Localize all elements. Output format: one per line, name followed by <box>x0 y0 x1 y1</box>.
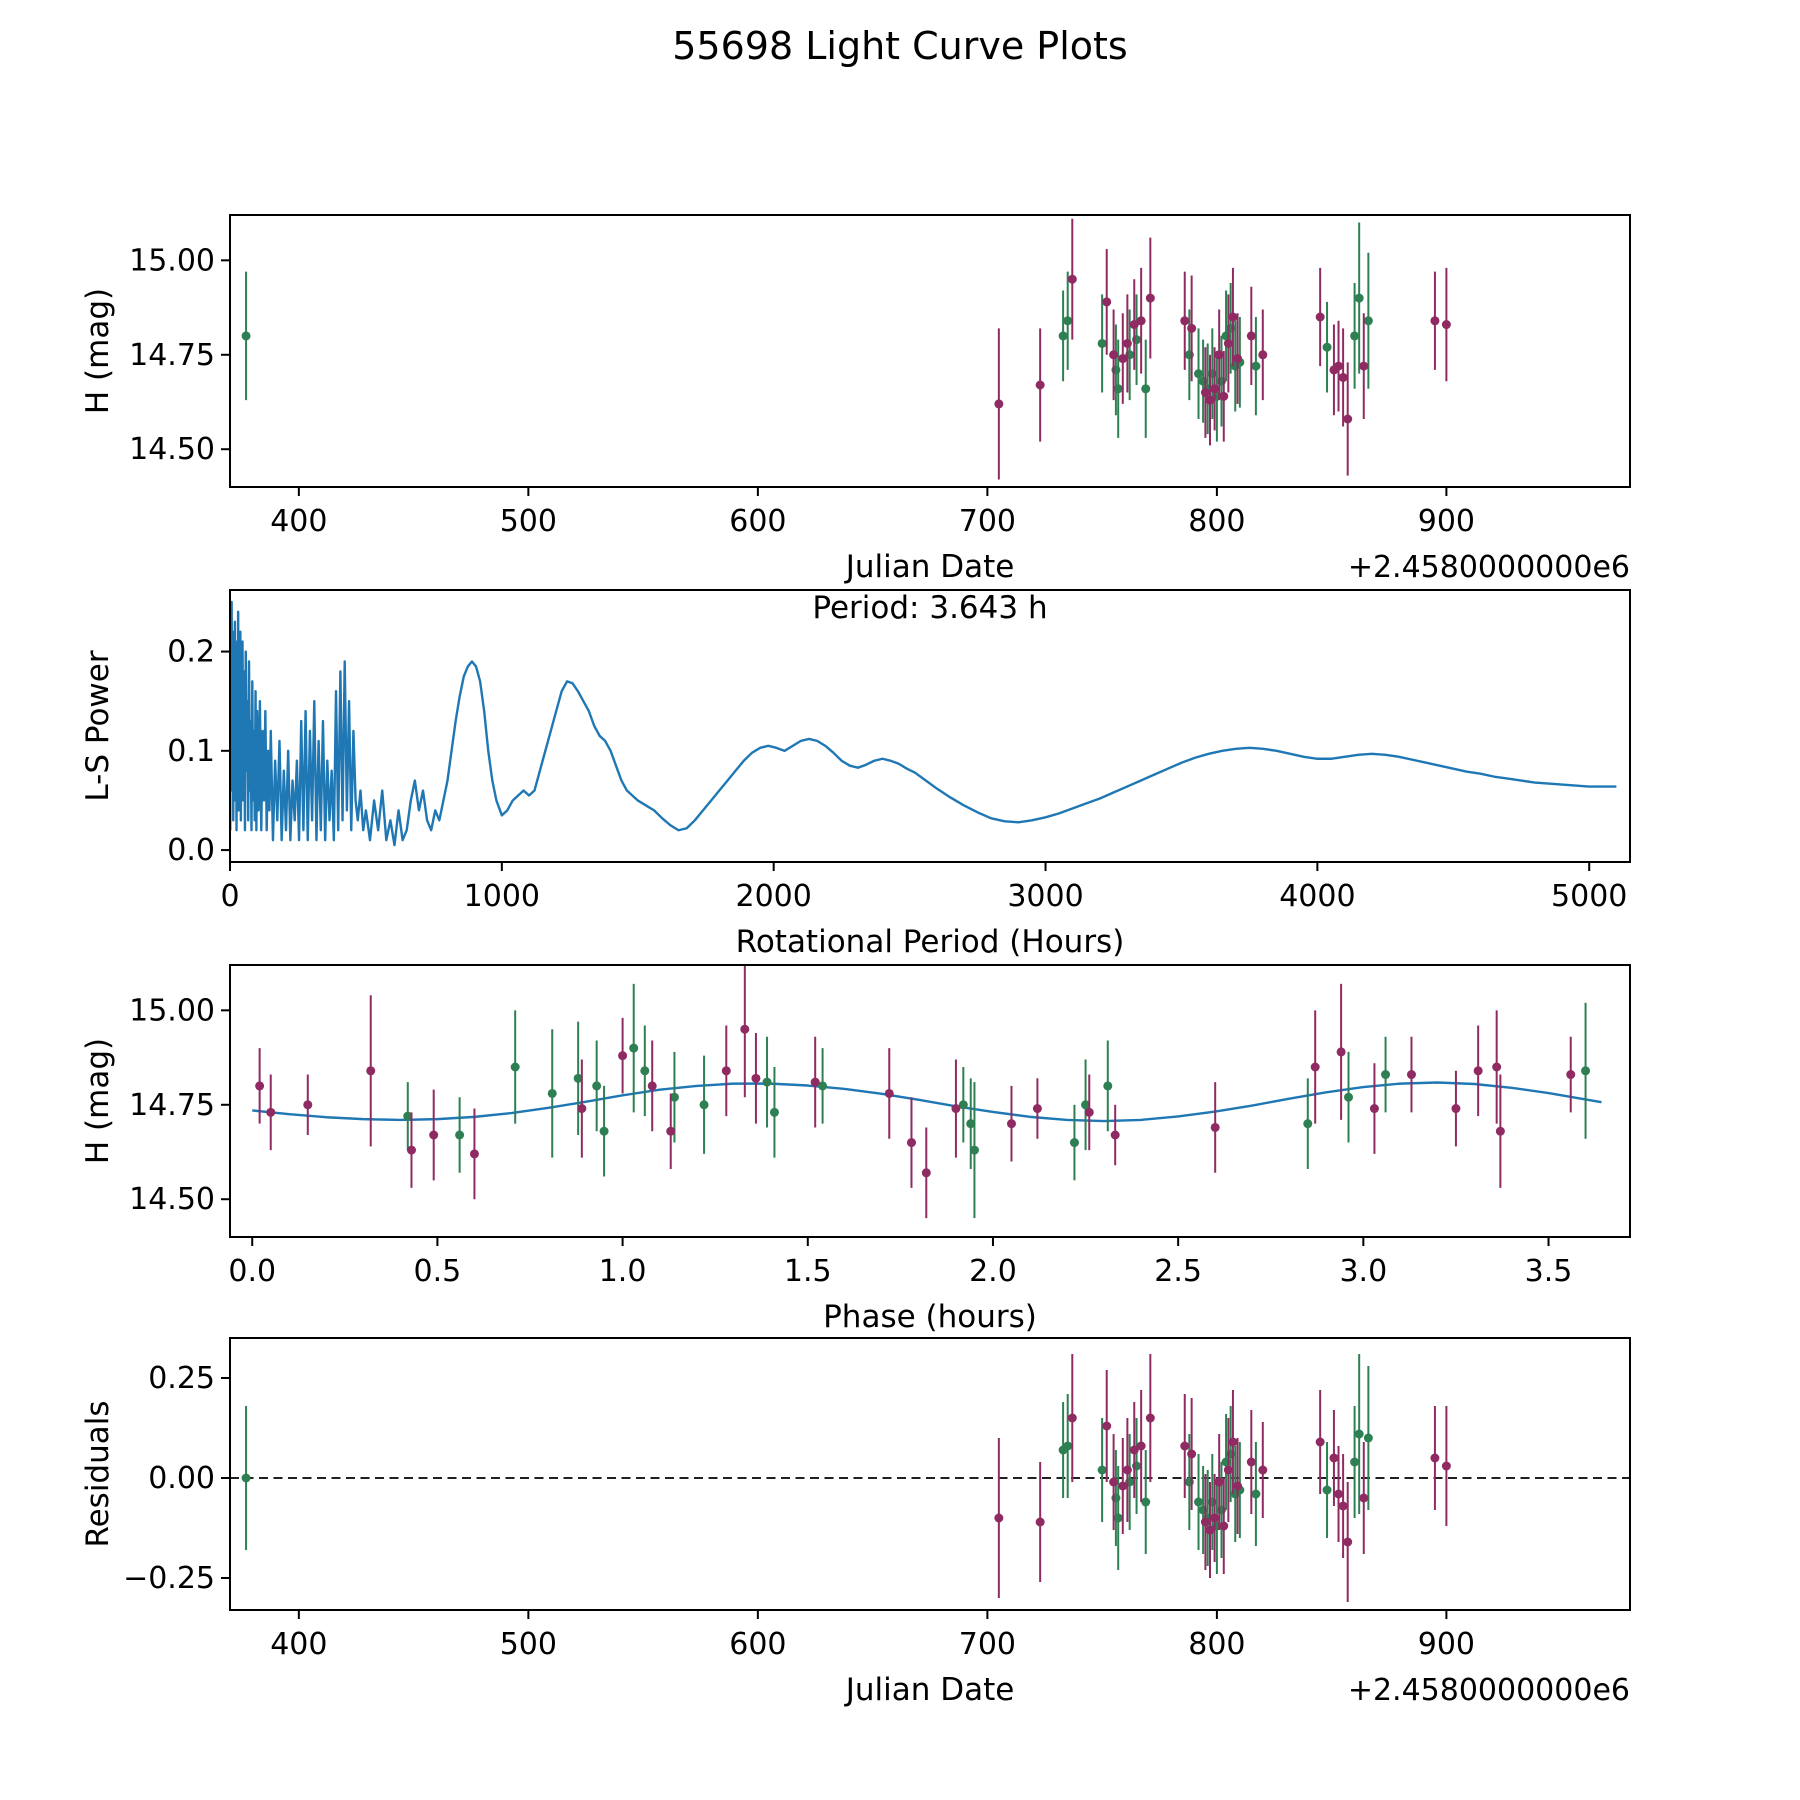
x-tick-label: 3000 <box>1007 879 1083 914</box>
y-tick-label: 14.75 <box>129 1088 215 1123</box>
y-axis-label: H (mag) <box>80 1038 116 1164</box>
x-offset-text: +2.4580000000e6 <box>1348 550 1630 585</box>
x-axis-label: Rotational Period (Hours) <box>736 924 1125 960</box>
y-tick-label: 15.00 <box>129 993 215 1028</box>
fit-curve <box>252 1081 1602 1123</box>
band-purple-series <box>994 218 1451 480</box>
y-tick-label: −0.25 <box>123 1561 215 1596</box>
x-tick-label: 500 <box>500 504 557 539</box>
y-axis-label: H (mag) <box>80 288 116 414</box>
x-tick-label: 900 <box>1418 504 1475 539</box>
y-tick-label: 0.2 <box>167 635 215 670</box>
x-tick-label: 600 <box>729 1627 786 1662</box>
x-axis-label: Julian Date <box>844 1672 1015 1708</box>
y-tick-label: 0.0 <box>167 833 215 868</box>
x-tick-label: 700 <box>959 1627 1016 1662</box>
band-green-series <box>241 222 1373 442</box>
x-axis-label: Julian Date <box>844 549 1015 585</box>
x-tick-label: 700 <box>959 504 1016 539</box>
x-tick-label: 400 <box>270 1627 327 1662</box>
x-tick-label: 500 <box>500 1627 557 1662</box>
x-tick-label: 2.5 <box>1154 1254 1202 1289</box>
y-tick-label: 0.1 <box>167 734 215 769</box>
periodogram-curve <box>230 600 1617 847</box>
x-tick-label: 5000 <box>1551 879 1627 914</box>
x-tick-label: 400 <box>270 504 327 539</box>
x-tick-label: 4000 <box>1279 879 1355 914</box>
y-axis-label: Residuals <box>80 1400 116 1547</box>
x-tick-label: 2.0 <box>969 1254 1017 1289</box>
band-green-series <box>241 1354 1373 1574</box>
y-tick-label: 15.00 <box>129 243 215 278</box>
x-offset-text: +2.4580000000e6 <box>1348 1673 1630 1708</box>
band-purple-series <box>994 1354 1451 1602</box>
x-tick-label: 1.0 <box>599 1254 647 1289</box>
x-tick-label: 3.5 <box>1525 1254 1573 1289</box>
page-title: 55698 Light Curve Plots <box>672 24 1128 68</box>
x-tick-label: 1.5 <box>784 1254 832 1289</box>
x-tick-label: 900 <box>1418 1627 1475 1662</box>
axes-frame <box>229 964 1631 1238</box>
y-axis-label: L-S Power <box>80 650 116 801</box>
band-green-series <box>403 983 1591 1219</box>
x-tick-label: 800 <box>1188 504 1245 539</box>
x-tick-label: 1000 <box>464 879 540 914</box>
x-tick-label: 2000 <box>736 879 812 914</box>
phase-plot: 0.0 0.5 1.0 1.5 2.0 2.5 3.0 3.5 14.50 14.75 15.00 P… <box>80 964 1631 1335</box>
plot-area <box>252 965 1602 1219</box>
x-tick-label: 3.0 <box>1339 1254 1387 1289</box>
light-curve-plot: 400 500 600 700 800 900 14.50 14.75 15.00 Julian … <box>80 214 1631 585</box>
y-tick-label: 14.50 <box>129 432 215 467</box>
plot-area <box>230 1354 1630 1602</box>
band-purple-series <box>255 965 1576 1219</box>
y-tick-label: 14.75 <box>129 338 215 373</box>
y-tick-label: 14.50 <box>129 1182 215 1217</box>
period-annotation: Period: 3.643 h <box>812 590 1047 626</box>
x-tick-label: 600 <box>729 504 786 539</box>
axes-frame <box>229 589 1631 863</box>
plot-area <box>241 218 1451 480</box>
x-tick-label: 0.5 <box>414 1254 462 1289</box>
x-tick-label: 0.0 <box>228 1254 276 1289</box>
axes-frame <box>229 1337 1631 1611</box>
axes-frame <box>229 214 1631 488</box>
x-tick-label: 0 <box>220 879 239 914</box>
periodogram-plot: 0 1000 2000 3000 4000 5000 0.0 0.1 0.2 Rotational… <box>80 589 1631 960</box>
x-axis-label: Phase (hours) <box>823 1299 1037 1335</box>
residuals-plot: 400 500 600 700 800 900 −0.25 0.00 0.25 Julian Da… <box>80 1337 1631 1708</box>
x-tick-label: 800 <box>1188 1627 1245 1662</box>
y-tick-label: 0.25 <box>148 1361 215 1396</box>
y-tick-label: 0.00 <box>148 1461 215 1496</box>
plot-area <box>230 600 1617 847</box>
